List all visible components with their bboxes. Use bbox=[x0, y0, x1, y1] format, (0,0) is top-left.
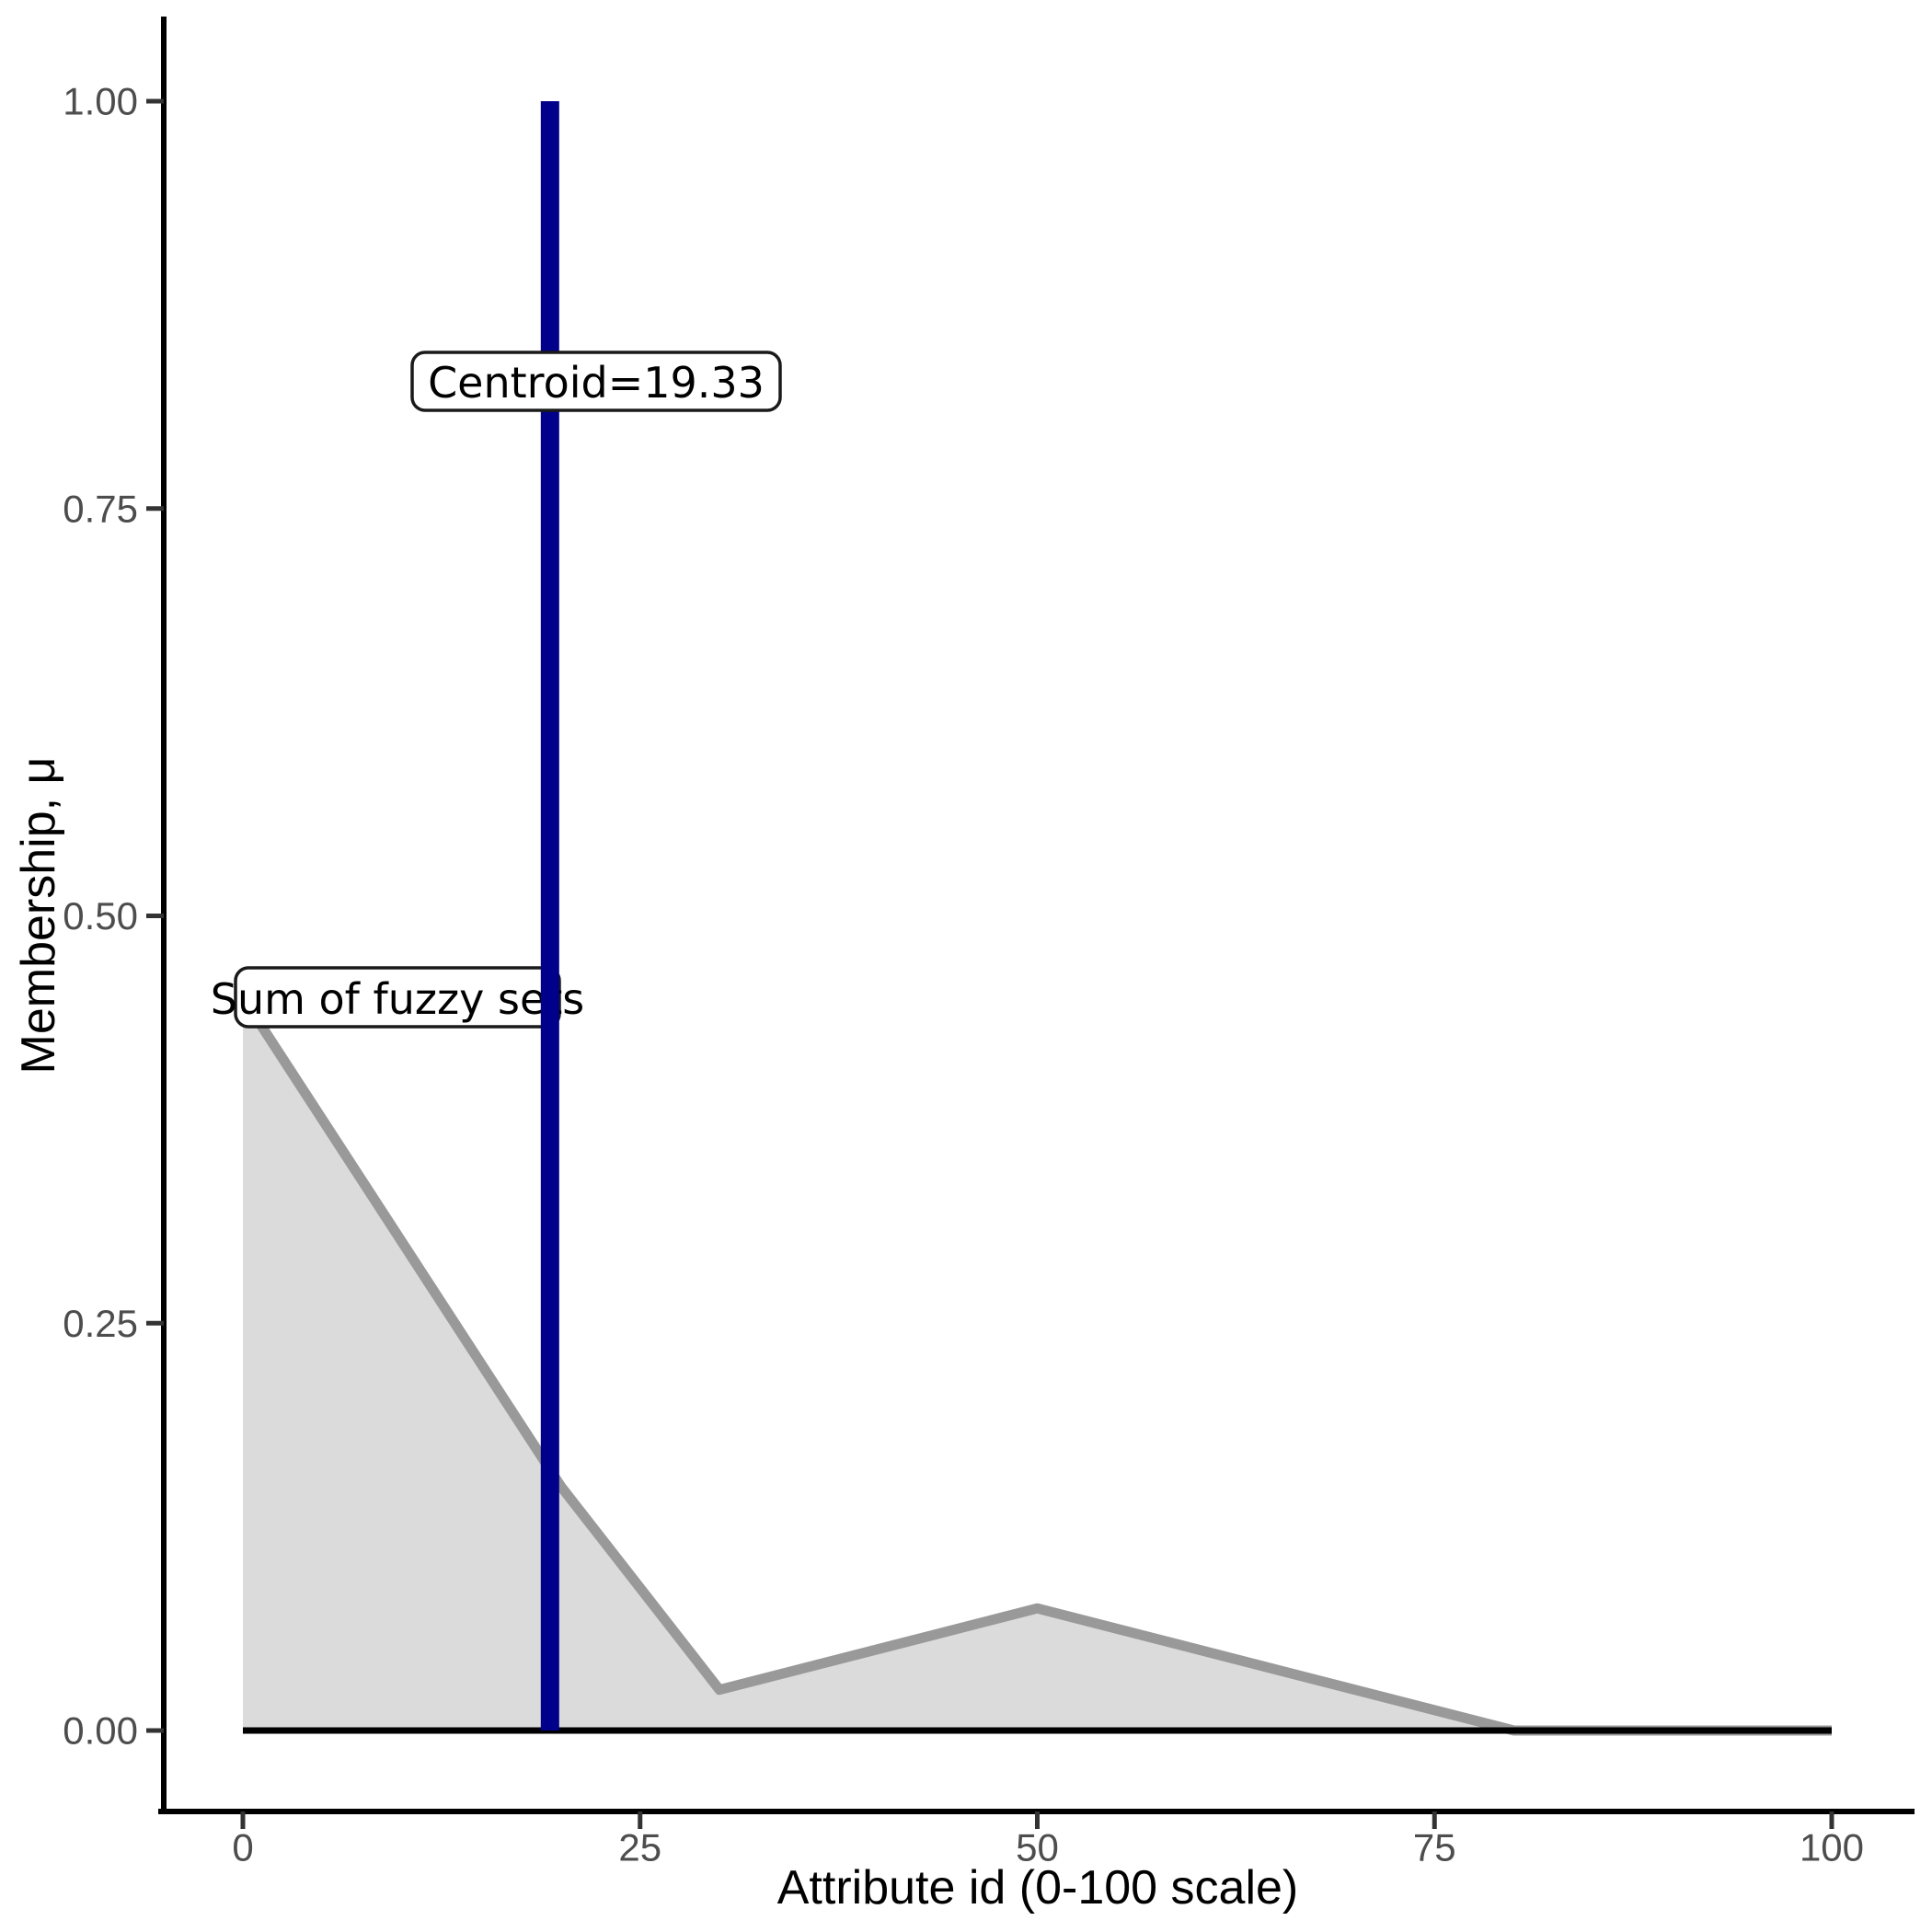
sum-label-text: Sum of fuzzy sets bbox=[211, 974, 585, 1024]
sum-label-box bbox=[234, 966, 561, 1029]
centroid-label-text: Centroid=19.33 bbox=[428, 358, 765, 408]
x-axis-title: Attribute id (0-100 scale) bbox=[777, 1861, 1299, 1915]
sum-area-fill bbox=[243, 997, 1832, 1731]
y-axis-ticks: 0.00 0.25 0.50 0.75 1.00 bbox=[63, 80, 164, 1753]
x-tick-label-50: 50 bbox=[1016, 1826, 1059, 1869]
x-tick-label-100: 100 bbox=[1800, 1826, 1864, 1869]
x-tick-label-25: 25 bbox=[618, 1826, 661, 1869]
y-tick-label-0.25: 0.25 bbox=[63, 1302, 138, 1345]
x-tick-label-75: 75 bbox=[1413, 1826, 1456, 1869]
x-axis-ticks: 0 25 50 75 100 bbox=[232, 1811, 1864, 1869]
y-tick-label-0.00: 0.00 bbox=[63, 1709, 138, 1753]
centroid-label: Centroid=19.33 bbox=[410, 351, 782, 412]
y-tick-label-1.00: 1.00 bbox=[63, 80, 138, 123]
x-tick-label-0: 0 bbox=[232, 1826, 253, 1869]
axes: 0.00 0.25 0.50 0.75 1.00 0 25 50 75 100 Attribut… bbox=[12, 17, 1915, 1915]
y-tick-label-0.75: 0.75 bbox=[63, 487, 138, 530]
y-axis-title: Membership, μ bbox=[12, 757, 65, 1075]
centroid-label-box bbox=[410, 351, 782, 412]
y-tick-label-0.50: 0.50 bbox=[63, 894, 138, 937]
sum-label: Sum of fuzzy sets bbox=[211, 966, 585, 1029]
plot-panel: Sum of fuzzy sets Centroid=19.33 bbox=[211, 101, 1832, 1736]
